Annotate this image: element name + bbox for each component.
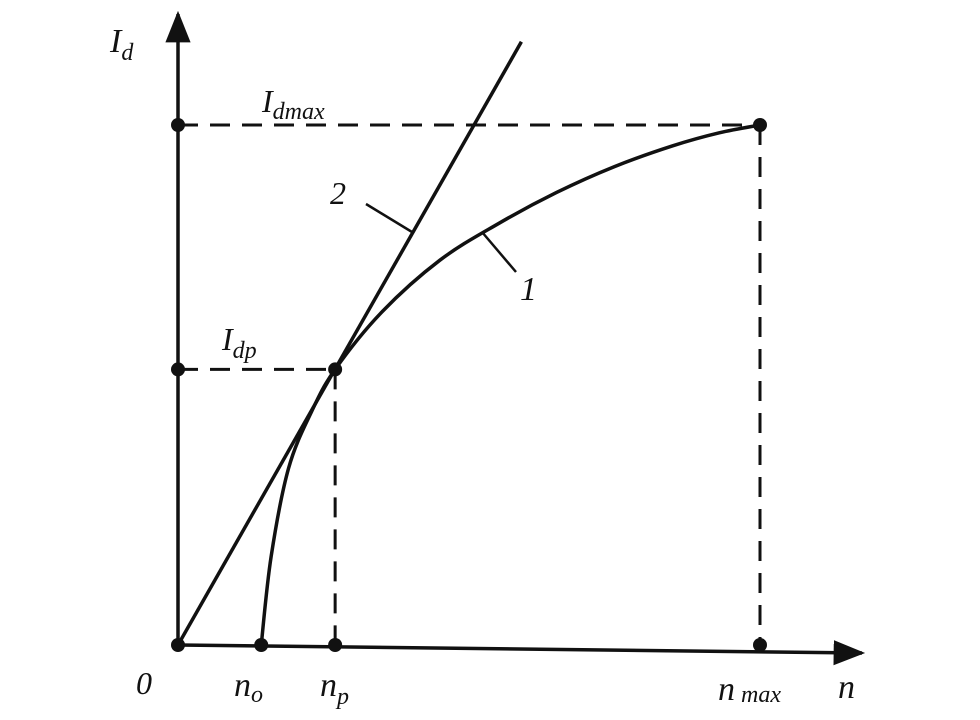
- point-idmax: [171, 118, 185, 132]
- point-nmax: [753, 638, 767, 652]
- point-origin: [171, 638, 185, 652]
- marker-points: [171, 118, 767, 652]
- x-tick-label-nmax: n max: [718, 671, 781, 708]
- x-axis-label: n: [838, 669, 855, 706]
- leader-line-1: [481, 231, 517, 273]
- x-tick-label-no: no: [234, 667, 263, 708]
- y-tick-label-idp: Idp: [221, 321, 257, 364]
- curve-label-2: 2: [330, 175, 346, 211]
- curve-label-1: 1: [520, 271, 537, 308]
- x-axis: [177, 640, 866, 666]
- series-group: [176, 40, 761, 646]
- origin-label: 0: [136, 665, 152, 701]
- point-tangent: [328, 362, 343, 377]
- x-tick-label-np: np: [320, 667, 349, 710]
- point-idp: [171, 362, 185, 377]
- guide-lines: [178, 123, 762, 645]
- point-max: [753, 118, 767, 132]
- series-line-1: [259, 123, 761, 646]
- leader-line-2: [365, 202, 413, 234]
- point-np: [328, 638, 343, 652]
- y-tick-label-idmax: Idmax: [261, 83, 325, 125]
- point-no: [254, 638, 269, 652]
- series-line-2: [176, 40, 523, 646]
- y-axis-label: Id: [109, 23, 134, 66]
